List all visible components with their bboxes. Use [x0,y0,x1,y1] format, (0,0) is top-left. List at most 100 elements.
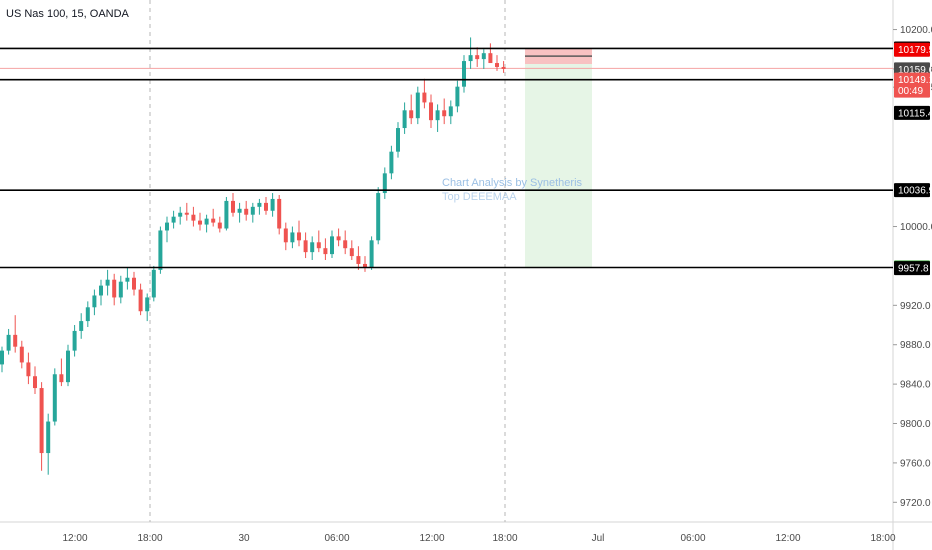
candle-body [6,334,11,351]
y-tick-label: 10000.0 [900,222,932,233]
candle-body [204,218,209,225]
price-badge-5 [894,105,930,120]
x-tick-label: 12:00 [775,533,800,544]
candle-body [257,202,262,207]
price-badge-label: 00:49 [898,86,923,97]
candle-body [363,263,367,268]
candle-body [290,232,295,243]
candle-body [396,128,400,152]
candle-body [402,110,407,129]
price-badge-3 [894,72,930,87]
candle-body [138,289,143,312]
candle-body [224,200,229,229]
price-badge-label: 10036.9 [898,186,932,197]
price-badge-label: 10149.1 [898,75,932,86]
candle-body [481,53,486,60]
y-tick-label: 9840.0 [900,380,931,391]
price-badge-1 [894,42,930,57]
x-tick-label: 12:00 [419,533,444,544]
y-tick-label: 9920.0 [900,301,931,312]
candle-body [283,228,288,243]
candle-body [244,208,249,215]
candle-body [495,63,499,67]
candle-body [39,388,44,454]
candle-body [475,55,480,60]
candle-body [409,110,414,119]
candle-body [316,242,321,249]
y-tick-label: 9720.0 [900,498,931,509]
x-tick-label: 18:00 [870,533,895,544]
candle-body [92,295,97,308]
candle-body [237,208,242,213]
candle-body [132,277,136,290]
candle-body [125,277,130,282]
x-tick-label: 06:00 [680,533,705,544]
candle-body [33,376,37,389]
candle-body [462,61,466,87]
candle-body [336,236,341,241]
price-badge-8 [894,261,930,276]
reward-zone[interactable] [525,64,592,268]
candle-body [13,334,18,347]
candle-body [178,212,183,217]
candle-body [52,374,57,422]
candle-body [382,173,387,194]
candle-body [66,350,70,383]
candle-body [435,110,440,121]
watermark-line-2: Top DEEEMAA [442,191,517,203]
y-tick-label: 9760.0 [900,458,931,469]
price-badge-label: 10159.6 [898,65,932,76]
candle-body [145,297,150,312]
candle-body [99,285,103,296]
candle-body [488,53,493,64]
candle-body [250,206,255,215]
candle-body [349,248,354,257]
price-badge-label: 10115.4 [898,108,932,119]
candle-body [191,214,196,221]
candle-body [270,198,275,211]
candle-body [501,66,506,69]
candle-body [79,321,84,331]
candle-body [151,269,156,298]
x-tick-label: 06:00 [324,533,349,544]
candle-body [264,202,268,211]
candle-body [19,346,24,363]
price-badge-label: 10179.5 [898,45,932,56]
price-badge-6 [894,183,930,198]
candle-body [85,307,90,322]
candle-body [297,232,301,241]
candle-body [429,102,433,121]
candle-body [303,240,308,253]
candle-body [59,374,64,383]
x-tick-label: 12:00 [62,533,87,544]
candle-body [72,330,77,351]
candle-body [356,256,361,264]
candle-body [376,193,381,241]
candle-body [448,106,453,117]
candle-body [323,248,328,255]
candle-body [46,421,51,454]
candle-body [26,362,31,377]
price-badge-4 [894,83,930,98]
candle-body [0,350,4,365]
y-tick-label: 10200.0 [900,25,932,36]
candle-body [455,86,460,107]
price-badge-label: 9957.8 [898,264,929,275]
candle-body [158,230,163,270]
y-tick-label: 9800.0 [900,419,931,430]
watermark-line-1: Chart Analysis by Synetheris [442,177,583,189]
candle-body [310,242,315,253]
y-tick-label: 9880.0 [900,340,931,351]
x-tick-label: 18:00 [492,533,517,544]
candle-body [422,92,427,103]
candle-body [211,218,216,223]
candle-body [165,222,169,231]
candle-body [118,281,123,298]
x-tick-label: Jul [592,533,605,544]
x-tick-label: 18:00 [137,533,162,544]
candle-body [343,240,348,249]
candle-body [330,236,334,255]
symbol-title: US Nas 100, 15, OANDA [6,8,129,20]
candle-body [442,110,447,117]
